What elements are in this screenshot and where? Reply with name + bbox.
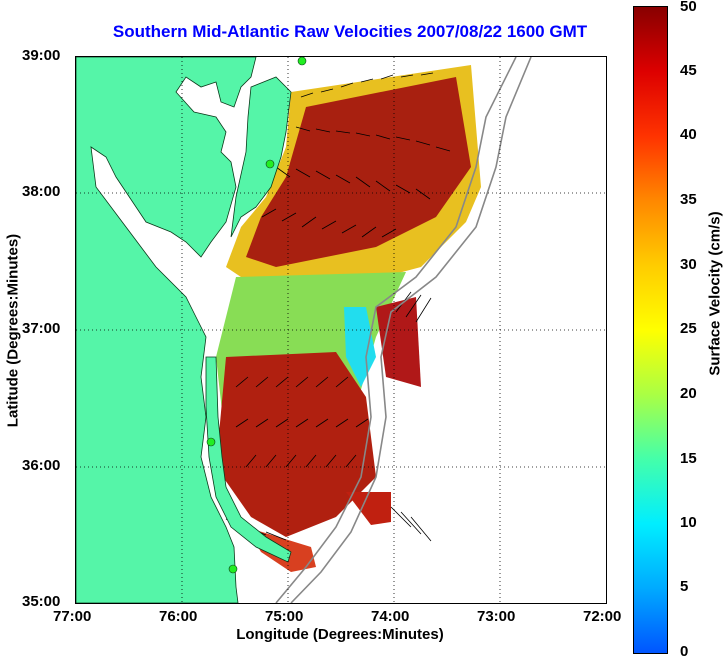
colorbar-tick: 25: [680, 320, 697, 337]
velocity-patch-cyan: [344, 307, 376, 387]
colorbar-tick: 40: [680, 126, 697, 143]
colorbar-tick: 0: [680, 643, 689, 660]
colorbar-tick: 20: [680, 385, 697, 402]
y-tick-label: 37:00: [22, 320, 61, 337]
x-tick-label: 72:00: [583, 608, 622, 625]
velocity-arrows: [205, 72, 451, 542]
colorbar: [633, 6, 668, 654]
y-tick-label: 36:00: [22, 457, 61, 474]
velocity-patch-south-core: [216, 352, 376, 537]
colorbar-tick: 45: [680, 62, 697, 79]
station-marker: [265, 159, 275, 169]
radar-stations: [206, 57, 307, 574]
y-tick-label: 39:00: [22, 47, 61, 64]
station-marker: [228, 564, 238, 574]
velocity-patch-north-core: [246, 77, 471, 267]
colorbar-tick: 10: [680, 514, 697, 531]
station-marker: [206, 437, 216, 447]
colorbar-tick: 30: [680, 256, 697, 273]
colorbar-tick: 15: [680, 450, 697, 467]
y-axis-label: Latitude (Degrees:Minutes): [4, 233, 22, 428]
x-tick-label: 76:00: [159, 608, 198, 625]
map-plot-area: [75, 56, 607, 604]
y-tick-label: 38:00: [22, 183, 61, 200]
x-tick-label: 77:00: [53, 608, 92, 625]
outer-banks: [205, 356, 292, 563]
colorbar-tick: 5: [680, 578, 689, 595]
x-tick-label: 75:00: [265, 608, 304, 625]
map-title: Southern Mid-Atlantic Raw Velocities 200…: [112, 22, 588, 41]
colorbar-tick: 35: [680, 191, 697, 208]
x-tick-label: 74:00: [371, 608, 410, 625]
delmarva-peninsula: [230, 76, 292, 238]
map-canvas: [76, 57, 606, 603]
x-tick-label: 73:00: [477, 608, 516, 625]
station-marker: [297, 57, 307, 66]
land-mass: [76, 57, 257, 603]
velocity-patch-east: [376, 297, 421, 387]
grid-lines: [76, 57, 606, 603]
x-axis-label: Longitude (Degrees:Minutes): [236, 626, 444, 643]
arrow-field-north: [241, 72, 451, 238]
colorbar-label: Surface Velocity (cm/s): [706, 211, 724, 376]
velocity-patch-southeast: [346, 492, 391, 525]
colorbar-tick: 50: [680, 0, 697, 15]
y-tick-label: 35:00: [22, 593, 61, 610]
isobath-lines: [275, 57, 532, 603]
velocity-field: [216, 65, 481, 572]
